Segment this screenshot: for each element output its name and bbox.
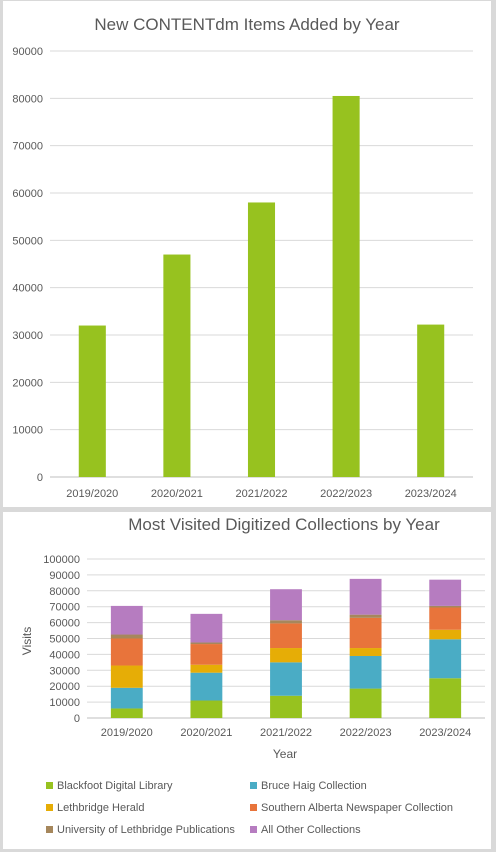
stacked-bar-segment bbox=[429, 639, 462, 679]
chart-title: Most Visited Digitized Collections by Ye… bbox=[128, 515, 440, 534]
x-tick-label: 2022/2023 bbox=[340, 727, 392, 739]
stacked-bar-segment bbox=[349, 688, 382, 718]
x-tick-label: 2021/2022 bbox=[236, 488, 288, 500]
legend-swatch bbox=[46, 826, 53, 833]
stacked-bar-segment bbox=[429, 607, 462, 630]
y-tick-label: 50000 bbox=[49, 634, 80, 646]
x-tick-label: 2019/2020 bbox=[66, 488, 118, 500]
bar bbox=[163, 254, 191, 477]
y-tick-label: 20000 bbox=[12, 377, 43, 389]
stacked-bar-segment bbox=[429, 579, 462, 606]
x-tick-label: 2023/2024 bbox=[419, 727, 471, 739]
stacked-bar-segment bbox=[190, 672, 223, 701]
y-tick-label: 0 bbox=[37, 472, 43, 484]
stacked-bar-segment bbox=[349, 617, 382, 649]
stacked-bar-segment bbox=[270, 662, 302, 696]
bar bbox=[417, 324, 445, 477]
legend-item: University of Lethbridge Publications bbox=[46, 824, 235, 836]
legend-item: Southern Alberta Newspaper Collection bbox=[250, 802, 453, 814]
y-tick-label: 90000 bbox=[49, 570, 80, 582]
stacked-bar-segment bbox=[349, 655, 382, 689]
stacked-bar-segment bbox=[110, 638, 143, 666]
legend-label: Bruce Haig Collection bbox=[261, 780, 367, 792]
visited-collections-chart: Most Visited Digitized Collections by Ye… bbox=[20, 515, 485, 836]
y-tick-label: 40000 bbox=[12, 283, 43, 295]
chart-title: New CONTENTdm Items Added by Year bbox=[94, 15, 400, 34]
legend-label: Southern Alberta Newspaper Collection bbox=[261, 802, 453, 814]
stacked-bar-segment bbox=[429, 629, 462, 640]
items-added-chart: New CONTENTdm Items Added by Year 0 10000… bbox=[12, 15, 473, 500]
y-tick-label: 100000 bbox=[43, 554, 80, 566]
x-tick-label: 2020/2021 bbox=[151, 488, 203, 500]
legend-swatch bbox=[250, 826, 257, 833]
stacked-bar-segment bbox=[270, 620, 302, 624]
stacked-bar-segment bbox=[190, 642, 223, 645]
stacked-bar-segment bbox=[190, 613, 223, 643]
bar bbox=[332, 95, 360, 477]
y-tick-label: 80000 bbox=[49, 586, 80, 598]
stacked-bar-segment bbox=[349, 578, 382, 615]
y-tick-label: 10000 bbox=[12, 425, 43, 437]
x-axis-label: Year bbox=[273, 747, 297, 761]
y-tick-label: 90000 bbox=[12, 46, 43, 58]
x-tick-label: 2023/2024 bbox=[405, 488, 457, 500]
x-tick-label: 2019/2020 bbox=[101, 727, 153, 739]
stacked-bar-segment bbox=[190, 644, 223, 665]
y-tick-label: 70000 bbox=[49, 602, 80, 614]
legend-label: University of Lethbridge Publications bbox=[57, 824, 235, 836]
y-tick-label: 70000 bbox=[12, 141, 43, 153]
stacked-bar-segment bbox=[349, 648, 382, 656]
legend-label: Lethbridge Herald bbox=[57, 802, 144, 814]
y-tick-label: 60000 bbox=[49, 618, 80, 630]
y-tick-label: 0 bbox=[74, 713, 80, 725]
legend-item: Bruce Haig Collection bbox=[250, 780, 367, 792]
y-tick-label: 40000 bbox=[49, 649, 80, 661]
legend-label: Blackfoot Digital Library bbox=[57, 780, 173, 792]
stacked-bar-segment bbox=[270, 695, 302, 718]
x-tick-label: 2021/2022 bbox=[260, 727, 312, 739]
stacked-bar-segment bbox=[110, 634, 143, 639]
stacked-bar-segment bbox=[110, 687, 143, 709]
stacked-bar-segment bbox=[349, 614, 382, 618]
y-tick-label: 30000 bbox=[49, 665, 80, 677]
items-added-chart-panel: New CONTENTdm Items Added by Year 0 10000… bbox=[2, 0, 492, 508]
stacked-bar-segment bbox=[110, 708, 143, 718]
stacked-bar-segment bbox=[110, 665, 143, 688]
stacked-bar-segment bbox=[429, 605, 462, 608]
legend-item: All Other Collections bbox=[250, 824, 361, 836]
stacked-bar-segment bbox=[270, 589, 302, 621]
bar bbox=[247, 202, 276, 477]
legend-swatch bbox=[46, 782, 53, 789]
y-tick-label: 80000 bbox=[12, 93, 43, 105]
y-tick-label: 30000 bbox=[12, 330, 43, 342]
y-tick-label: 50000 bbox=[12, 235, 43, 247]
visited-collections-chart-panel: Most Visited Digitized Collections by Ye… bbox=[2, 511, 492, 850]
stacked-bar-segment bbox=[110, 605, 143, 635]
stacked-bar-segment bbox=[190, 664, 223, 673]
legend-item: Blackfoot Digital Library bbox=[46, 780, 173, 792]
y-axis-label: Visits bbox=[20, 627, 34, 655]
y-tick-label: 60000 bbox=[12, 188, 43, 200]
bar bbox=[78, 325, 106, 477]
legend-swatch bbox=[250, 782, 257, 789]
stacked-bar-segment bbox=[190, 700, 223, 718]
legend-item: Lethbridge Herald bbox=[46, 802, 144, 814]
stacked-bar-segment bbox=[270, 623, 302, 649]
x-tick-label: 2020/2021 bbox=[180, 727, 232, 739]
legend-swatch bbox=[46, 804, 53, 811]
x-tick-label: 2022/2023 bbox=[320, 488, 372, 500]
stacked-bar-segment bbox=[270, 648, 302, 663]
y-tick-label: 10000 bbox=[49, 697, 80, 709]
legend-swatch bbox=[250, 804, 257, 811]
stacked-bar-segment bbox=[429, 678, 462, 718]
legend-label: All Other Collections bbox=[261, 824, 361, 836]
y-tick-label: 20000 bbox=[49, 681, 80, 693]
